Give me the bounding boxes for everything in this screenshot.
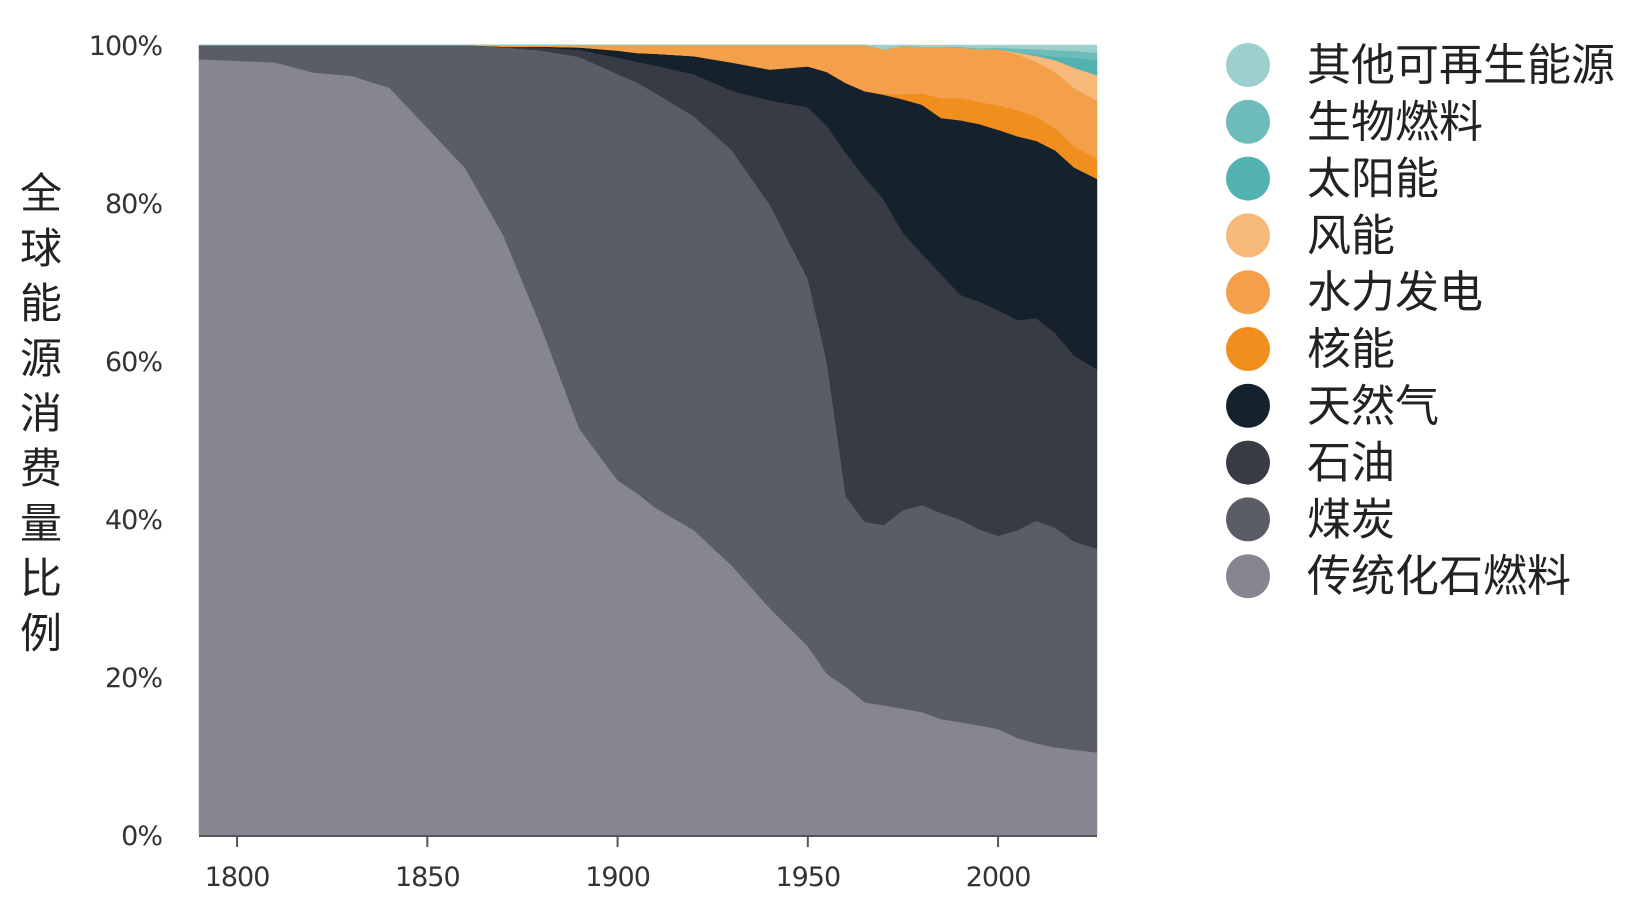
x-tick-label: 1950 xyxy=(775,862,840,893)
legend-item: 太阳能 xyxy=(1226,154,1439,205)
y-tick-label: 80% xyxy=(105,189,162,220)
y-tick-label: 0% xyxy=(121,821,162,852)
legend-swatch xyxy=(1226,327,1270,371)
stacked-area-layer xyxy=(198,44,1098,836)
legend-swatch xyxy=(1226,497,1270,542)
legend-label: 生物燃料 xyxy=(1307,97,1483,148)
legend-label: 风能 xyxy=(1307,210,1395,261)
legend-item: 天然气 xyxy=(1226,381,1439,432)
area-series-9 xyxy=(199,44,1098,53)
legend-label: 水力发电 xyxy=(1307,267,1483,318)
legend-swatch xyxy=(1226,440,1270,485)
x-tick-label: 1900 xyxy=(585,862,650,893)
x-tick-label: 1850 xyxy=(395,862,460,893)
y-tick-label: 60% xyxy=(105,347,162,378)
legend-swatch xyxy=(1226,554,1270,599)
x-tick-label: 2000 xyxy=(966,862,1031,893)
x-tick-label: 1800 xyxy=(205,862,270,893)
legend-item: 风能 xyxy=(1226,210,1395,261)
legend-item: 水力发电 xyxy=(1226,267,1483,318)
legend-swatch xyxy=(1226,99,1270,144)
legend-label: 传统化石燃料 xyxy=(1307,551,1571,602)
y-axis-ticks: 0% 20% 40% 60% 80% 100% xyxy=(89,31,164,852)
y-tick-label: 100% xyxy=(89,31,163,62)
legend-label: 核能 xyxy=(1307,324,1395,375)
legend-swatch xyxy=(1226,270,1270,315)
legend-item: 核能 xyxy=(1226,324,1395,375)
y-axis-label: 全球能源消费量比例 xyxy=(20,169,62,658)
legend-label: 其他可再生能源 xyxy=(1307,40,1615,91)
legend-label: 太阳能 xyxy=(1307,154,1439,205)
y-tick-label: 20% xyxy=(105,663,162,694)
legend-swatch xyxy=(1226,156,1270,201)
legend-item: 石油 xyxy=(1226,438,1395,489)
legend-label: 天然气 xyxy=(1307,381,1439,432)
legend-label: 煤炭 xyxy=(1307,494,1395,545)
legend-swatch xyxy=(1226,43,1270,87)
x-axis-ticks: 1800 1850 1900 1950 2000 xyxy=(205,836,1031,893)
legend-swatch xyxy=(1226,383,1270,428)
legend-label: 石油 xyxy=(1307,438,1395,489)
y-axis-title: 全球能源消费量比例 xyxy=(20,169,62,658)
legend-item: 传统化石燃料 xyxy=(1226,551,1571,602)
legend-swatch xyxy=(1226,213,1270,258)
y-tick-label: 40% xyxy=(105,505,162,536)
legend-item: 煤炭 xyxy=(1226,494,1395,545)
legend-item: 其他可再生能源 xyxy=(1226,40,1615,91)
legend-item: 生物燃料 xyxy=(1226,97,1483,148)
